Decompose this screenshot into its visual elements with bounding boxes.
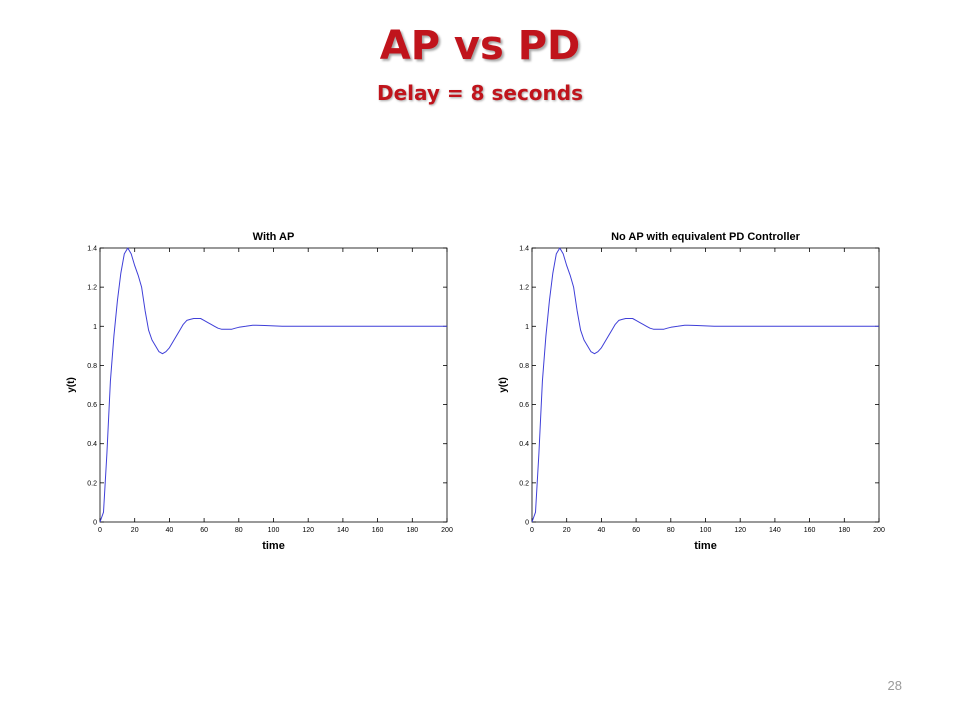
x-tick-label: 160 — [804, 527, 816, 534]
slide-subtitle: Delay = 8 seconds — [376, 81, 584, 105]
y-tick-label: 0.8 — [87, 363, 97, 370]
x-tick-label: 40 — [166, 527, 174, 534]
chart-title: With AP — [253, 231, 295, 243]
y-tick-label: 0.8 — [519, 363, 529, 370]
x-tick-label: 60 — [632, 527, 640, 534]
y-tick-label: 0 — [525, 520, 529, 527]
series-line — [531, 247, 879, 523]
x-axis-label: time — [694, 540, 717, 552]
plot-area — [99, 247, 448, 523]
x-tick-label: 20 — [563, 527, 571, 534]
plot-area — [531, 247, 880, 523]
series-line — [99, 247, 447, 523]
x-tick-label: 160 — [372, 527, 384, 534]
y-tick-label: 0.6 — [87, 402, 97, 409]
y-axis-label: y(t) — [66, 377, 77, 393]
x-tick-label: 200 — [441, 527, 453, 534]
x-tick-label: 80 — [667, 527, 675, 534]
y-tick-label: 0.2 — [87, 480, 97, 487]
y-tick-label: 1.4 — [87, 246, 97, 253]
x-tick-label: 20 — [131, 527, 139, 534]
y-tick-label: 0 — [93, 520, 97, 527]
x-tick-label: 60 — [200, 527, 208, 534]
y-tick-label: 1 — [93, 324, 97, 331]
x-tick-label: 200 — [873, 527, 885, 534]
x-tick-label: 100 — [700, 527, 712, 534]
page-number: 28 — [887, 678, 902, 693]
x-tick-label: 140 — [337, 527, 349, 534]
chart-with-ap: With AP 0 20 40 60 80 100 120 140 160 180 200 0 0.2 0.… — [60, 222, 460, 562]
x-axis-label: time — [262, 540, 285, 552]
x-tick-label: 40 — [598, 527, 606, 534]
y-tick-label: 1.4 — [519, 246, 529, 253]
chart-title: No AP with equivalent PD Controller — [611, 231, 801, 243]
y-tick-label: 0.4 — [87, 441, 97, 448]
x-tick-label: 120 — [302, 527, 314, 534]
x-tick-label: 0 — [98, 527, 102, 534]
y-tick-label: 0.6 — [519, 402, 529, 409]
y-axis-label: y(t) — [498, 377, 509, 393]
chart-svg: No AP with equivalent PD Controller 0 20 40… — [498, 231, 885, 552]
chart-no-ap-pd: No AP with equivalent PD Controller 0 20 40… — [492, 222, 892, 562]
slide-title: AP vs PD — [379, 23, 581, 69]
x-tick-label: 100 — [268, 527, 280, 534]
x-tick-label: 140 — [769, 527, 781, 534]
x-tick-label: 80 — [235, 527, 243, 534]
y-tick-label: 1.2 — [519, 285, 529, 292]
y-tick-label: 0.2 — [519, 480, 529, 487]
y-tick-label: 1 — [525, 324, 529, 331]
chart-svg: With AP 0 20 40 60 80 100 120 140 160 180 200 0 0.2 0.… — [66, 231, 453, 552]
y-tick-label: 1.2 — [87, 285, 97, 292]
x-tick-label: 0 — [530, 527, 534, 534]
x-tick-label: 180 — [406, 527, 418, 534]
x-tick-label: 120 — [734, 527, 746, 534]
x-tick-label: 180 — [838, 527, 850, 534]
y-tick-label: 0.4 — [519, 441, 529, 448]
